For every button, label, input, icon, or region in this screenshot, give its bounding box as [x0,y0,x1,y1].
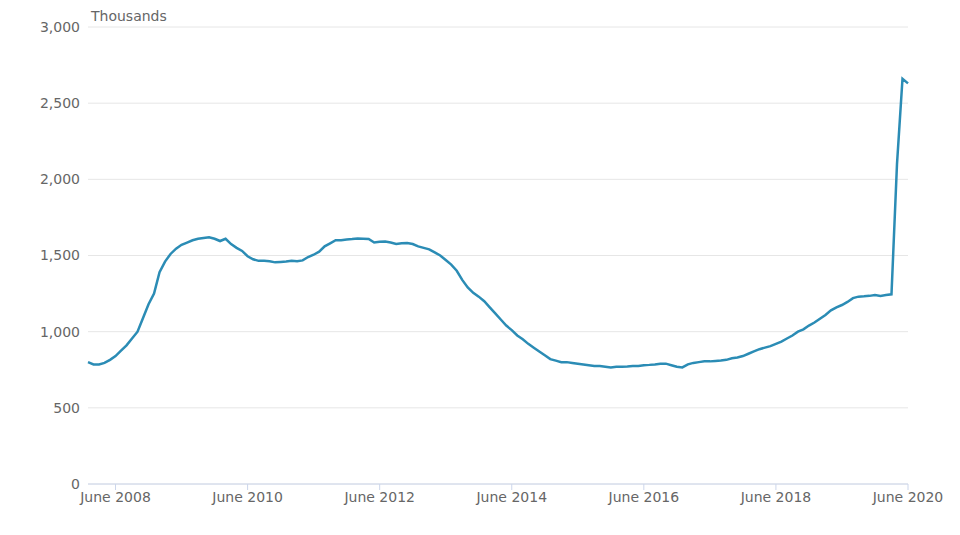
svg-text:500: 500 [53,400,80,416]
svg-text:2,500: 2,500 [40,95,80,111]
svg-text:June 2008: June 2008 [79,489,151,505]
svg-text:June 2020: June 2020 [872,489,944,505]
svg-text:June 2016: June 2016 [608,489,680,505]
svg-text:June 2012: June 2012 [343,489,415,505]
svg-text:June 2018: June 2018 [740,489,812,505]
svg-text:June 2014: June 2014 [475,489,547,505]
html-text:Thousands: Thousands [91,8,167,24]
svg-text:1,500: 1,500 [40,247,80,263]
svg-text:0: 0 [71,476,80,492]
svg-text:June 2010: June 2010 [211,489,283,505]
svg-text:2,000: 2,000 [40,171,80,187]
svg-text:3,000: 3,000 [40,19,80,35]
svg-text:1,000: 1,000 [40,324,80,340]
